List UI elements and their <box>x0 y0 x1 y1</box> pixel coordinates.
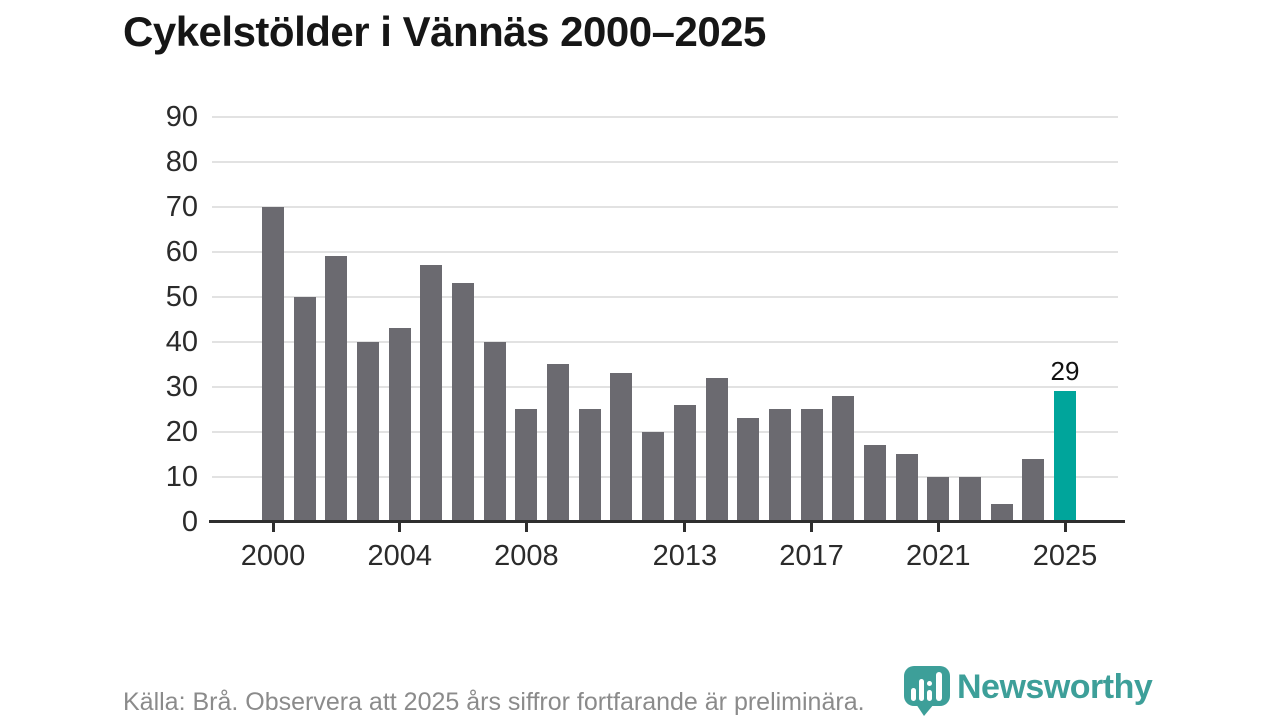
x-axis-label: 2025 <box>1032 540 1098 572</box>
y-axis-label: 70 <box>165 191 198 223</box>
x-axis-tick <box>936 523 940 532</box>
bar <box>673 405 696 522</box>
bar <box>420 265 443 522</box>
x-axis-tick <box>398 523 402 532</box>
gridline <box>212 116 1118 118</box>
x-axis-tick <box>524 523 528 532</box>
gridline <box>212 341 1118 343</box>
bar <box>293 297 316 522</box>
gridline <box>212 206 1118 208</box>
gridline <box>212 251 1118 253</box>
bar <box>737 418 760 522</box>
newsworthy-wordmark: Newsworthy <box>957 668 1153 706</box>
gridline <box>212 431 1118 433</box>
bar <box>1022 459 1045 522</box>
bar <box>452 283 475 522</box>
y-axis-label: 50 <box>165 281 198 313</box>
x-axis-label: 2013 <box>652 540 718 572</box>
bar-highlight <box>1054 391 1076 522</box>
x-axis-tick <box>683 523 687 532</box>
chart-title: Cykelstölder i Vännäs 2000–2025 <box>123 8 766 55</box>
newsworthy-logo-icon <box>903 664 955 720</box>
bar <box>927 477 950 522</box>
source-note: Källa: Brå. Observera att 2025 års siffr… <box>123 688 865 716</box>
y-axis-label: 40 <box>165 326 198 358</box>
bar <box>262 207 284 522</box>
bar <box>863 445 886 522</box>
x-axis-label: 2021 <box>906 540 971 572</box>
bar <box>990 504 1013 522</box>
y-axis-label: 10 <box>165 461 198 493</box>
gridline <box>212 296 1118 298</box>
y-axis-label: 80 <box>165 146 198 178</box>
newsworthy-logo: Newsworthy <box>903 664 1153 720</box>
bar <box>895 454 918 522</box>
x-axis-tick <box>271 523 275 532</box>
bar <box>705 378 728 522</box>
x-axis-label: 2004 <box>367 540 432 572</box>
gridline <box>212 386 1118 388</box>
x-axis-tick <box>810 523 814 532</box>
bar <box>515 409 538 522</box>
bar <box>325 256 348 522</box>
gridline <box>212 476 1118 478</box>
bar <box>958 477 981 522</box>
bar <box>388 328 411 522</box>
bar <box>642 432 665 522</box>
bar <box>483 342 506 522</box>
plot-area: 0 10 20 30 40 50 60 70 80 90 2000 2004 2008 2013 2017 2… <box>166 102 1125 572</box>
y-axis-label: 30 <box>165 371 198 403</box>
bar <box>610 373 633 522</box>
x-axis-tick <box>1063 523 1067 532</box>
bar <box>832 396 855 522</box>
bar <box>357 342 380 522</box>
y-axis-label: 20 <box>165 416 198 448</box>
y-axis-label: 0 <box>181 506 198 538</box>
bar <box>768 409 791 522</box>
y-axis-label: 90 <box>165 101 198 133</box>
bar-value-label: 29 <box>1050 355 1080 386</box>
bar <box>800 409 823 522</box>
y-axis-label: 60 <box>165 236 198 268</box>
x-axis-line <box>209 520 1125 523</box>
x-axis-label: 2000 <box>240 540 306 572</box>
bar <box>578 409 601 522</box>
x-axis-label: 2008 <box>494 540 559 572</box>
gridline <box>212 161 1118 163</box>
x-axis-label: 2017 <box>779 540 844 572</box>
bar <box>547 364 570 522</box>
